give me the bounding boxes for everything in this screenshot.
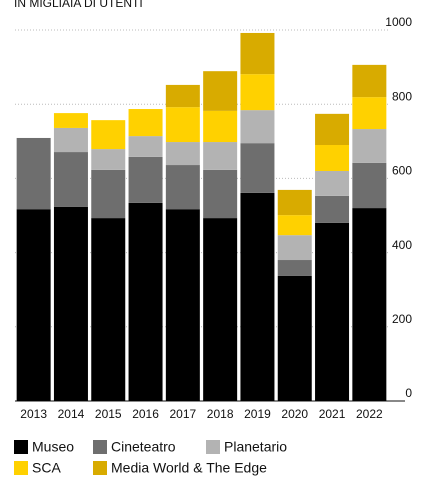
legend-label: Museo [32,439,74,455]
x-tick-label: 2018 [207,407,234,421]
legend-swatch [93,440,107,454]
bar-segment [240,143,275,193]
bar-segment [53,206,88,401]
bar-segment [165,209,200,401]
bar-segment [240,32,275,75]
bar-segment [315,113,350,146]
legend-label: Cineteatro [111,439,176,455]
bar-segment [352,97,387,130]
x-tick-label: 2016 [132,407,159,421]
x-tick-label: 2015 [95,407,122,421]
chart-title: IN MIGLIAIA DI UTENTI [14,0,143,10]
bar-segment [315,145,350,171]
bar-segment [165,84,200,108]
bar-segment [128,202,163,401]
legend-swatch [93,461,107,475]
legend-swatch [14,440,28,454]
bar-segment [277,215,312,236]
bar-segment [315,195,350,223]
bar-segment [277,235,312,261]
bar-segment [128,156,163,203]
bar-segment [165,107,200,143]
bar-segment [165,165,200,210]
x-tick-label: 2021 [319,407,346,421]
bar-segment [53,113,88,128]
bar-segment [277,189,312,216]
x-tick-label: 2014 [58,407,85,421]
bar-segment [203,71,238,111]
bar-segment [315,222,350,401]
bar-segment [91,218,126,401]
x-tick-label: 2017 [169,407,196,421]
bar-segment [53,127,88,153]
legend-swatch [14,461,28,475]
y-tick-label: 800 [392,89,412,103]
legend-label: SCA [32,460,61,476]
bar-segment [240,192,275,401]
bar-segment [91,149,126,170]
bar-segment [352,162,387,209]
bar-segment [240,74,275,111]
bar-segment [203,110,238,143]
bar-segment [165,142,200,166]
bar-segment [91,120,126,150]
x-tick-label: 2019 [244,407,271,421]
bar-segment [352,208,387,401]
bar-segment [277,275,312,401]
bar-segment [203,169,238,219]
y-tick-label: 400 [392,238,412,252]
legend-swatch [206,440,220,454]
bar-segment [203,142,238,170]
bar-segment [91,169,126,219]
bar-segment [352,64,387,98]
legend-label: Planetario [224,439,287,455]
bar-segment [277,260,312,276]
y-tick-label: 0 [405,386,412,400]
bar-segment [16,209,51,401]
x-tick-label: 2020 [281,407,308,421]
bar-segment [352,129,387,163]
bar-segment [16,137,51,210]
y-tick-label: 1000 [385,15,412,29]
bar-segment [203,218,238,401]
bar-segment [128,136,163,157]
legend-label: Media World & The Edge [111,460,267,476]
x-tick-label: 2013 [20,407,47,421]
bar-segment [128,109,163,137]
y-tick-label: 200 [392,312,412,326]
y-tick-label: 600 [392,164,412,178]
x-tick-label: 2022 [356,407,383,421]
bar-segment [240,110,275,144]
bar-segment [315,170,350,196]
bar-segment [53,152,88,207]
